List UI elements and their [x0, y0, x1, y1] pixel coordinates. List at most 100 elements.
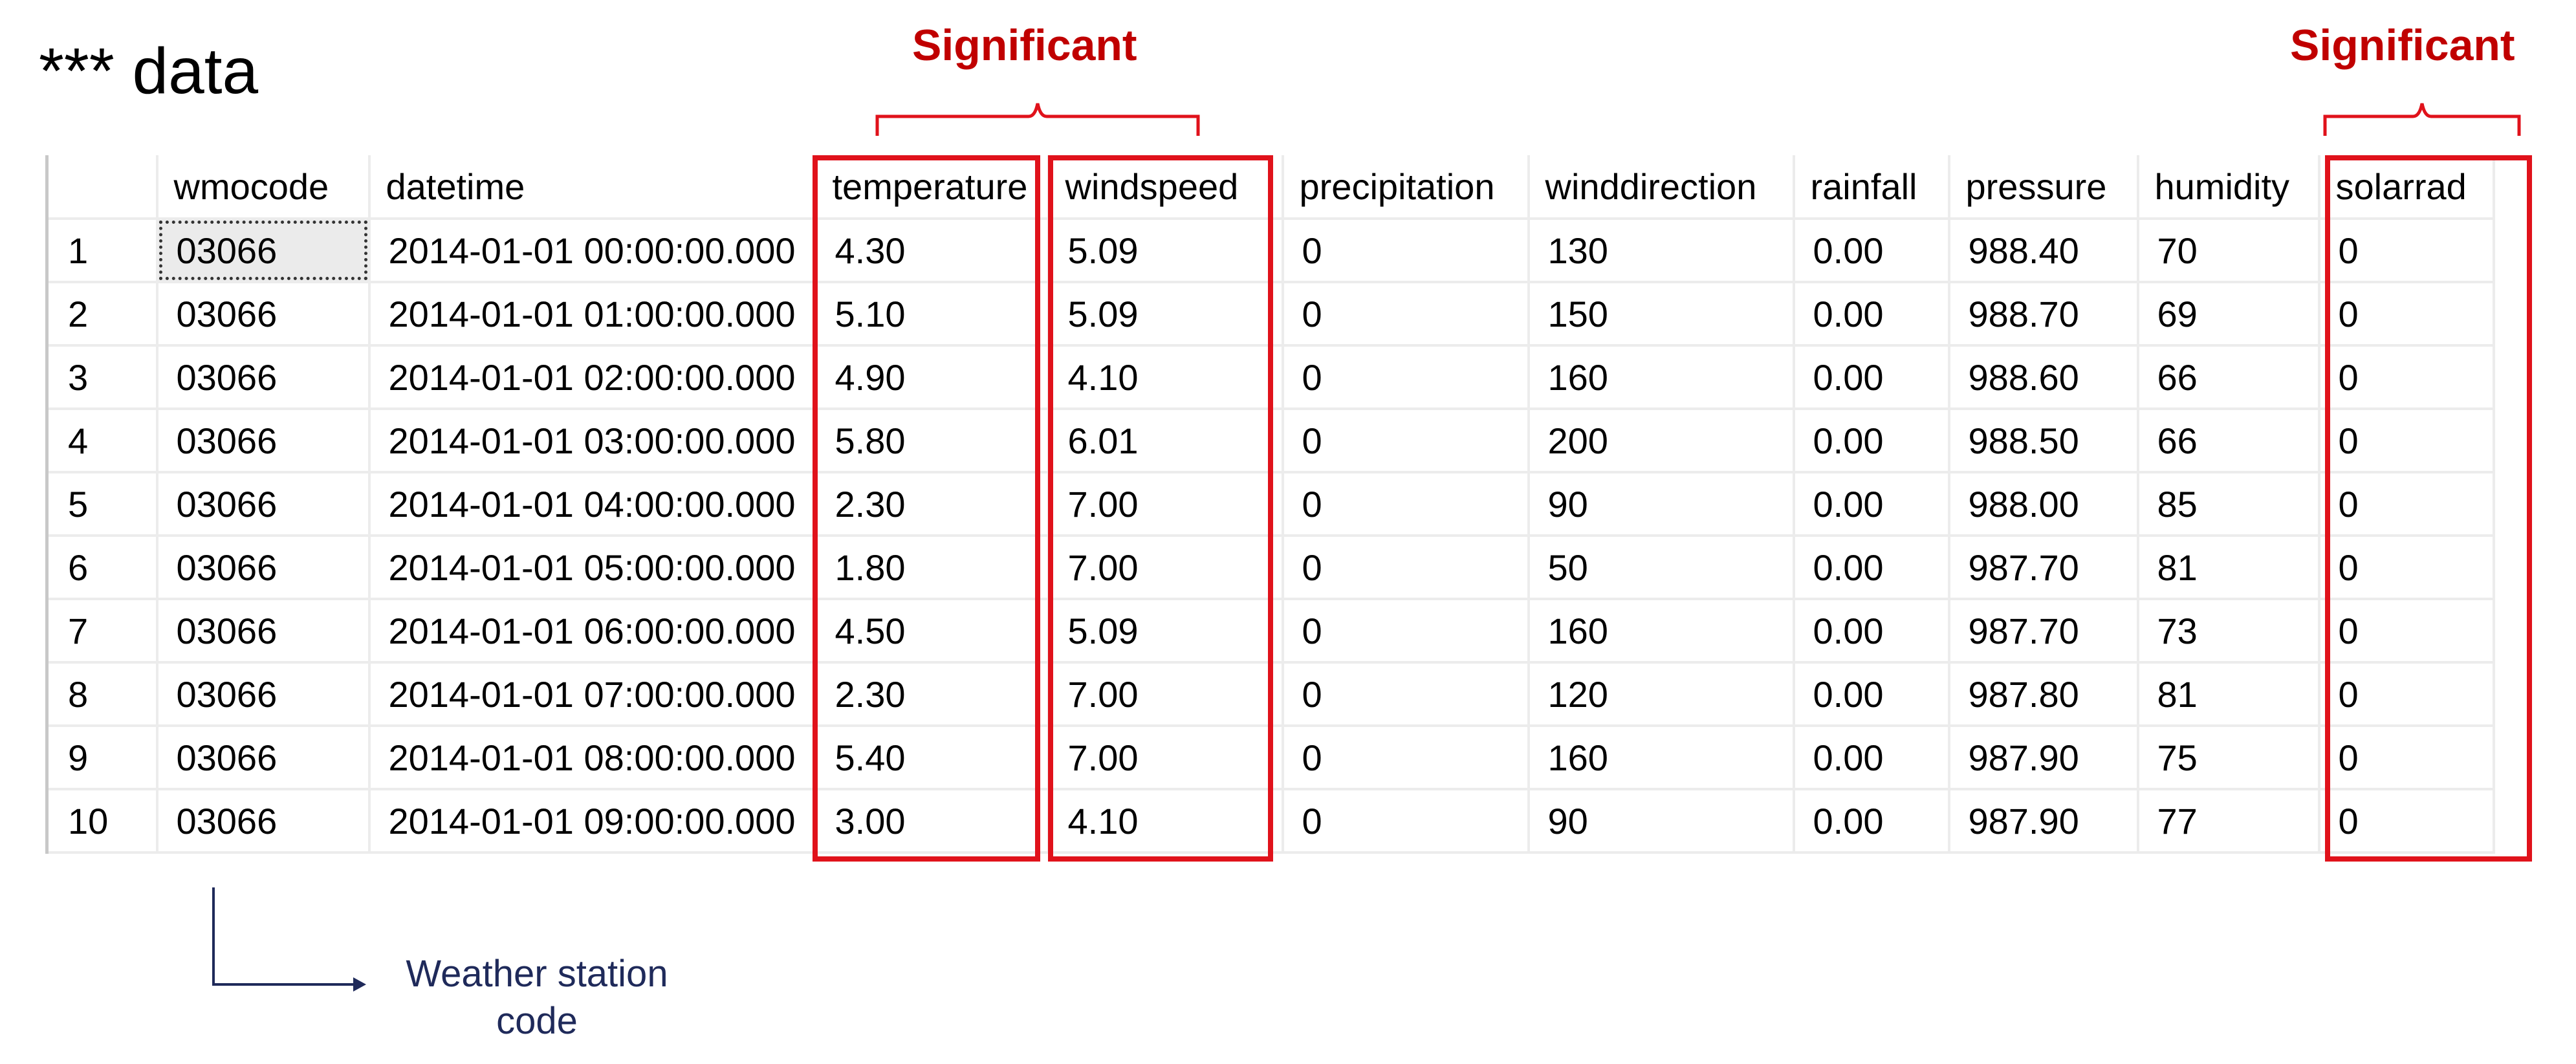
column-header-pressure[interactable]: pressure	[1948, 155, 2139, 220]
row-number-cell[interactable]: 8	[45, 662, 158, 727]
cell-winddirection[interactable]: 130	[1528, 219, 1795, 283]
cell-wmocode[interactable]: 03066	[157, 789, 371, 854]
cell-pressure[interactable]: 988.60	[1948, 345, 2139, 410]
cell-rainfall[interactable]: 0.00	[1793, 219, 1950, 283]
column-header-temperature[interactable]: temperature	[815, 155, 1050, 220]
cell-humidity[interactable]: 81	[2137, 536, 2320, 600]
row-number-cell[interactable]: 2	[45, 282, 158, 347]
column-header-wmocode[interactable]: wmocode	[157, 155, 371, 220]
cell-humidity[interactable]: 69	[2137, 282, 2320, 347]
cell-rainfall[interactable]: 0.00	[1793, 789, 1950, 854]
cell-rainfall[interactable]: 0.00	[1793, 472, 1950, 537]
cell-solarrad[interactable]: 0	[2319, 472, 2495, 537]
column-header-winddirection[interactable]: winddirection	[1528, 155, 1795, 220]
cell-winddirection[interactable]: 90	[1528, 472, 1795, 537]
cell-pressure[interactable]: 988.50	[1948, 409, 2139, 473]
cell-humidity[interactable]: 66	[2137, 409, 2320, 473]
column-header-datetime[interactable]: datetime	[369, 155, 817, 220]
cell-wmocode[interactable]: 03066	[157, 219, 371, 283]
table-row[interactable]: 2 03066 2014-01-01 01:00:00.000 5.10 5.09 0 15…	[45, 282, 2495, 347]
cell-rainfall[interactable]: 0.00	[1793, 726, 1950, 790]
cell-windspeed[interactable]: 7.00	[1048, 472, 1284, 537]
cell-rainfall[interactable]: 0.00	[1793, 282, 1950, 347]
cell-winddirection[interactable]: 150	[1528, 282, 1795, 347]
cell-temperature[interactable]: 1.80	[815, 536, 1050, 600]
cell-solarrad[interactable]: 0	[2319, 536, 2495, 600]
cell-solarrad[interactable]: 0	[2319, 345, 2495, 410]
column-header-precipitation[interactable]: precipitation	[1282, 155, 1530, 220]
cell-wmocode[interactable]: 03066	[157, 726, 371, 790]
table-row[interactable]: 1 03066 2014-01-01 00:00:00.000 4.30 5.09 0 13…	[45, 219, 2495, 283]
cell-windspeed[interactable]: 7.00	[1048, 536, 1284, 600]
cell-precipitation[interactable]: 0	[1282, 789, 1530, 854]
cell-solarrad[interactable]: 0	[2319, 789, 2495, 854]
cell-rainfall[interactable]: 0.00	[1793, 345, 1950, 410]
cell-pressure[interactable]: 987.90	[1948, 789, 2139, 854]
cell-temperature[interactable]: 4.50	[815, 599, 1050, 664]
cell-temperature[interactable]: 4.90	[815, 345, 1050, 410]
cell-pressure[interactable]: 987.70	[1948, 599, 2139, 664]
cell-winddirection[interactable]: 160	[1528, 345, 1795, 410]
table-row[interactable]: 9 03066 2014-01-01 08:00:00.000 5.40 7.00 0 16…	[45, 726, 2495, 790]
cell-datetime[interactable]: 2014-01-01 01:00:00.000	[369, 282, 817, 347]
cell-wmocode[interactable]: 03066	[157, 409, 371, 473]
cell-precipitation[interactable]: 0	[1282, 345, 1530, 410]
cell-pressure[interactable]: 988.70	[1948, 282, 2139, 347]
cell-humidity[interactable]: 75	[2137, 726, 2320, 790]
cell-winddirection[interactable]: 50	[1528, 536, 1795, 600]
table-row[interactable]: 8 03066 2014-01-01 07:00:00.000 2.30 7.00 0 12…	[45, 662, 2495, 727]
cell-wmocode[interactable]: 03066	[157, 599, 371, 664]
cell-rainfall[interactable]: 0.00	[1793, 409, 1950, 473]
cell-temperature[interactable]: 5.40	[815, 726, 1050, 790]
cell-wmocode[interactable]: 03066	[157, 472, 371, 537]
row-number-cell[interactable]: 3	[45, 345, 158, 410]
row-number-cell[interactable]: 7	[45, 599, 158, 664]
cell-solarrad[interactable]: 0	[2319, 219, 2495, 283]
cell-precipitation[interactable]: 0	[1282, 282, 1530, 347]
cell-pressure[interactable]: 987.80	[1948, 662, 2139, 727]
column-header-rainfall[interactable]: rainfall	[1793, 155, 1950, 220]
cell-humidity[interactable]: 85	[2137, 472, 2320, 537]
cell-windspeed[interactable]: 5.09	[1048, 219, 1284, 283]
cell-datetime[interactable]: 2014-01-01 03:00:00.000	[369, 409, 817, 473]
cell-precipitation[interactable]: 0	[1282, 662, 1530, 727]
cell-humidity[interactable]: 66	[2137, 345, 2320, 410]
cell-winddirection[interactable]: 160	[1528, 726, 1795, 790]
row-number-cell[interactable]: 4	[45, 409, 158, 473]
cell-datetime[interactable]: 2014-01-01 04:00:00.000	[369, 472, 817, 537]
cell-temperature[interactable]: 5.80	[815, 409, 1050, 473]
cell-temperature[interactable]: 5.10	[815, 282, 1050, 347]
cell-humidity[interactable]: 81	[2137, 662, 2320, 727]
cell-pressure[interactable]: 987.70	[1948, 536, 2139, 600]
cell-temperature[interactable]: 4.30	[815, 219, 1050, 283]
cell-datetime[interactable]: 2014-01-01 07:00:00.000	[369, 662, 817, 727]
row-number-cell[interactable]: 10	[45, 789, 158, 854]
column-header-humidity[interactable]: humidity	[2137, 155, 2320, 220]
table-row[interactable]: 7 03066 2014-01-01 06:00:00.000 4.50 5.09 0 16…	[45, 599, 2495, 664]
cell-pressure[interactable]: 988.40	[1948, 219, 2139, 283]
cell-pressure[interactable]: 988.00	[1948, 472, 2139, 537]
table-row[interactable]: 5 03066 2014-01-01 04:00:00.000 2.30 7.00 0 90…	[45, 472, 2495, 537]
table-row[interactable]: 6 03066 2014-01-01 05:00:00.000 1.80 7.00 0 50…	[45, 536, 2495, 600]
cell-solarrad[interactable]: 0	[2319, 409, 2495, 473]
cell-winddirection[interactable]: 90	[1528, 789, 1795, 854]
row-number-cell[interactable]: 9	[45, 726, 158, 790]
cell-pressure[interactable]: 987.90	[1948, 726, 2139, 790]
row-number-cell[interactable]: 5	[45, 472, 158, 537]
cell-wmocode[interactable]: 03066	[157, 536, 371, 600]
cell-windspeed[interactable]: 5.09	[1048, 282, 1284, 347]
column-header-windspeed[interactable]: windspeed	[1048, 155, 1284, 220]
cell-datetime[interactable]: 2014-01-01 09:00:00.000	[369, 789, 817, 854]
row-number-cell[interactable]: 6	[45, 536, 158, 600]
cell-solarrad[interactable]: 0	[2319, 282, 2495, 347]
row-number-header[interactable]	[45, 155, 158, 220]
cell-solarrad[interactable]: 0	[2319, 599, 2495, 664]
cell-rainfall[interactable]: 0.00	[1793, 536, 1950, 600]
cell-windspeed[interactable]: 7.00	[1048, 726, 1284, 790]
cell-datetime[interactable]: 2014-01-01 02:00:00.000	[369, 345, 817, 410]
table-row[interactable]: 4 03066 2014-01-01 03:00:00.000 5.80 6.01 0 20…	[45, 409, 2495, 473]
cell-datetime[interactable]: 2014-01-01 06:00:00.000	[369, 599, 817, 664]
cell-humidity[interactable]: 70	[2137, 219, 2320, 283]
cell-winddirection[interactable]: 200	[1528, 409, 1795, 473]
cell-humidity[interactable]: 73	[2137, 599, 2320, 664]
